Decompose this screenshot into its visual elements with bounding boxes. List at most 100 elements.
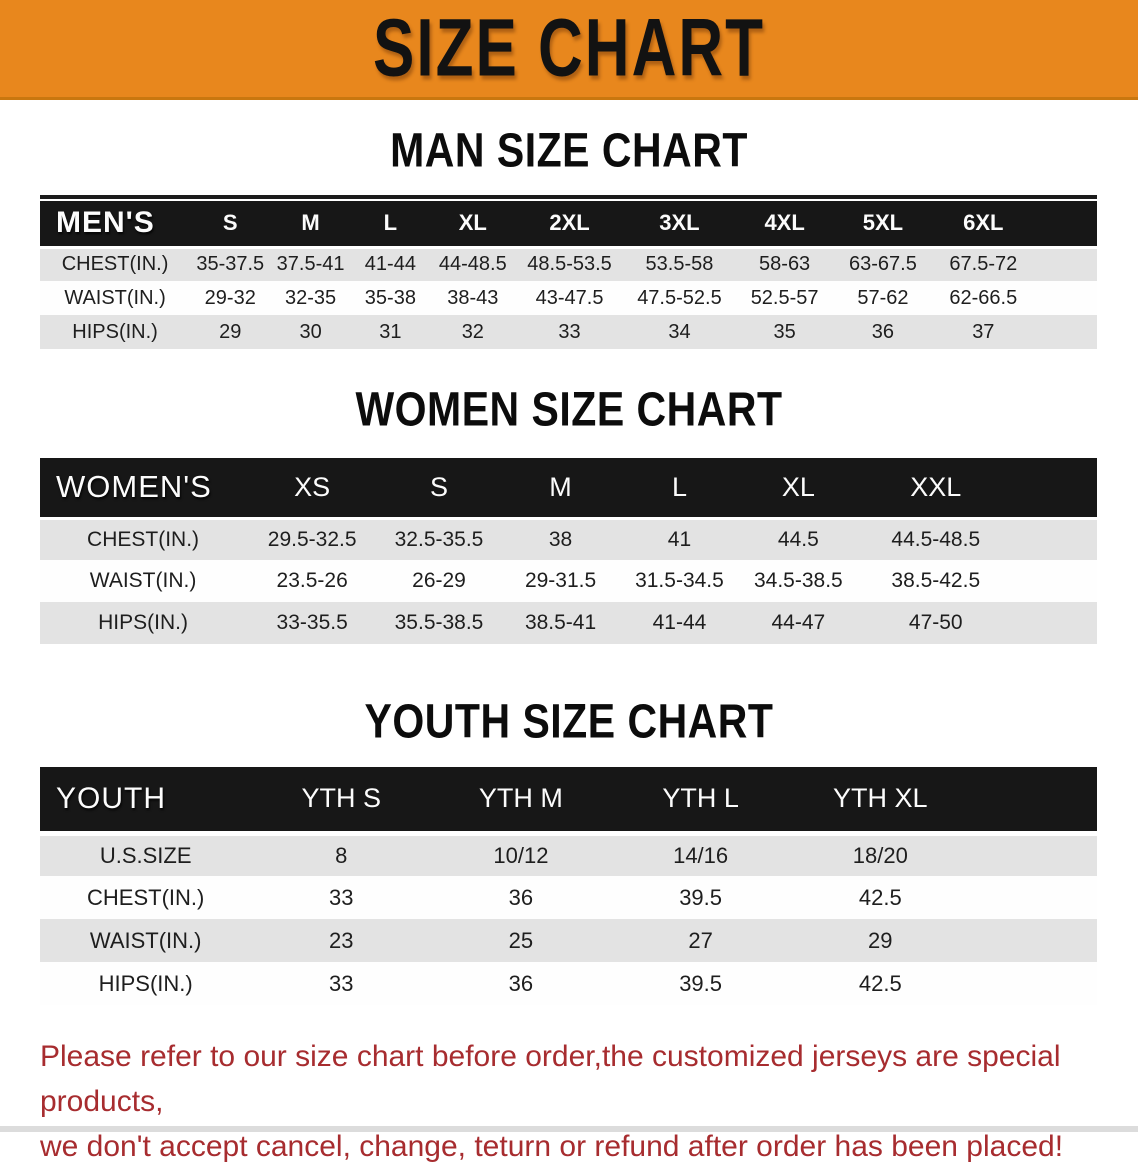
size-value-cell: 44.5-48.5 bbox=[859, 518, 1013, 560]
spacer-cell bbox=[1034, 315, 1097, 349]
size-value-cell: 23.5-26 bbox=[246, 560, 379, 602]
size-value-cell: 41 bbox=[621, 518, 738, 560]
size-value-cell: 31.5-34.5 bbox=[621, 560, 738, 602]
womens-hips-row: HIPS(IN.) 33-35.5 35.5-38.5 38.5-41 41-4… bbox=[40, 602, 1097, 644]
column-header-6xl: 6XL bbox=[932, 201, 1035, 249]
column-header-2xl: 2XL bbox=[515, 201, 624, 249]
size-value-cell: 47-50 bbox=[859, 602, 1013, 644]
row-label: U.S.SIZE bbox=[40, 833, 252, 876]
size-value-cell: 48.5-53.5 bbox=[515, 247, 624, 281]
size-value-cell: 34 bbox=[623, 315, 736, 349]
size-value-cell: 41-44 bbox=[350, 247, 431, 281]
spacer-cell bbox=[1012, 560, 1097, 602]
size-value-cell: 10/12 bbox=[431, 833, 611, 876]
size-value-cell: 53.5-58 bbox=[623, 247, 736, 281]
disclaimer-note: Please refer to our size chart before or… bbox=[40, 1034, 1108, 1169]
column-header-xs: XS bbox=[246, 458, 379, 520]
mens-size-table: MEN'S S M L XL 2XL 3XL 4XL 5XL 6XL CHEST… bbox=[40, 195, 1097, 349]
mens-header-row: MEN'S S M L XL 2XL 3XL 4XL 5XL 6XL bbox=[40, 201, 1097, 249]
column-header-m: M bbox=[270, 201, 351, 249]
size-value-cell: 43-47.5 bbox=[515, 281, 624, 315]
row-label: HIPS(IN.) bbox=[40, 315, 191, 349]
womens-corner-label: WOMEN'S bbox=[40, 458, 247, 520]
spacer-cell bbox=[1034, 201, 1097, 249]
size-value-cell: 39.5 bbox=[610, 962, 791, 1005]
women-section-heading: WOMEN SIZE CHART bbox=[0, 382, 1138, 436]
womens-size-table: WOMEN'S XS S M L XL XXL CHEST(IN.) 29.5-… bbox=[40, 458, 1097, 644]
bottom-edge bbox=[0, 1126, 1138, 1132]
size-value-cell: 31 bbox=[350, 315, 431, 349]
size-value-cell: 26-29 bbox=[378, 560, 500, 602]
size-value-cell: 33 bbox=[251, 962, 432, 1005]
youth-hips-row: HIPS(IN.) 33 36 39.5 42.5 bbox=[40, 962, 1097, 1005]
spacer-cell bbox=[970, 833, 1097, 876]
size-value-cell: 41-44 bbox=[621, 602, 738, 644]
size-value-cell: 37.5-41 bbox=[270, 247, 351, 281]
spacer-cell bbox=[1034, 247, 1097, 281]
size-value-cell: 63-67.5 bbox=[833, 247, 933, 281]
row-label: HIPS(IN.) bbox=[40, 602, 247, 644]
youth-header-row: YOUTH YTH S YTH M YTH L YTH XL bbox=[40, 767, 1097, 836]
row-label: WAIST(IN.) bbox=[40, 281, 191, 315]
womens-chest-row: CHEST(IN.) 29.5-32.5 32.5-35.5 38 41 44.… bbox=[40, 518, 1097, 560]
size-value-cell: 36 bbox=[833, 315, 933, 349]
spacer-cell bbox=[1012, 602, 1097, 644]
size-value-cell: 29-31.5 bbox=[499, 560, 622, 602]
mens-chest-row: CHEST(IN.) 35-37.5 37.5-41 41-44 44-48.5… bbox=[40, 247, 1097, 281]
man-section-heading-text: MAN SIZE CHART bbox=[390, 122, 748, 178]
size-value-cell: 34.5-38.5 bbox=[737, 560, 860, 602]
banner-title: SIZE CHART bbox=[373, 2, 765, 95]
row-label: WAIST(IN.) bbox=[40, 560, 247, 602]
size-value-cell: 30 bbox=[270, 315, 351, 349]
womens-waist-row: WAIST(IN.) 23.5-26 26-29 29-31.5 31.5-34… bbox=[40, 560, 1097, 602]
size-value-cell: 52.5-57 bbox=[735, 281, 834, 315]
size-value-cell: 67.5-72 bbox=[932, 247, 1035, 281]
column-header-yth-l: YTH L bbox=[610, 767, 791, 836]
column-header-5xl: 5XL bbox=[833, 201, 933, 249]
size-value-cell: 29.5-32.5 bbox=[246, 518, 379, 560]
size-value-cell: 39.5 bbox=[610, 876, 791, 919]
spacer-cell bbox=[970, 767, 1097, 836]
size-value-cell: 27 bbox=[610, 919, 791, 962]
spacer-cell bbox=[970, 962, 1097, 1005]
size-value-cell: 14/16 bbox=[610, 833, 791, 876]
column-header-xxl: XXL bbox=[859, 458, 1013, 520]
man-section-heading: MAN SIZE CHART bbox=[0, 123, 1138, 177]
column-header-xl: XL bbox=[737, 458, 860, 520]
size-value-cell: 38.5-41 bbox=[499, 602, 622, 644]
women-section-heading-text: WOMEN SIZE CHART bbox=[355, 381, 783, 437]
size-value-cell: 44.5 bbox=[737, 518, 860, 560]
spacer-cell bbox=[1034, 281, 1097, 315]
size-value-cell: 32 bbox=[430, 315, 516, 349]
spacer-cell bbox=[1012, 458, 1097, 520]
size-value-cell: 62-66.5 bbox=[932, 281, 1035, 315]
row-label: CHEST(IN.) bbox=[40, 518, 247, 560]
size-value-cell: 38 bbox=[499, 518, 622, 560]
mens-corner-label: MEN'S bbox=[40, 201, 191, 249]
row-label: WAIST(IN.) bbox=[40, 919, 252, 962]
size-value-cell: 57-62 bbox=[833, 281, 933, 315]
size-value-cell: 42.5 bbox=[790, 962, 971, 1005]
youth-size-table: YOUTH YTH S YTH M YTH L YTH XL U.S.SIZE … bbox=[40, 767, 1097, 1005]
size-value-cell: 33-35.5 bbox=[246, 602, 379, 644]
size-value-cell: 18/20 bbox=[790, 833, 971, 876]
spacer-cell bbox=[1012, 518, 1097, 560]
size-value-cell: 47.5-52.5 bbox=[623, 281, 736, 315]
size-value-cell: 36 bbox=[431, 962, 611, 1005]
column-header-3xl: 3XL bbox=[623, 201, 736, 249]
mens-hips-row: HIPS(IN.) 29 30 31 32 33 34 35 36 37 bbox=[40, 315, 1097, 349]
youth-chest-row: CHEST(IN.) 33 36 39.5 42.5 bbox=[40, 876, 1097, 919]
youth-waist-row: WAIST(IN.) 23 25 27 29 bbox=[40, 919, 1097, 962]
row-label: CHEST(IN.) bbox=[40, 876, 252, 919]
spacer-cell bbox=[970, 919, 1097, 962]
size-value-cell: 58-63 bbox=[735, 247, 834, 281]
size-value-cell: 29 bbox=[790, 919, 971, 962]
size-value-cell: 33 bbox=[515, 315, 624, 349]
size-value-cell: 38.5-42.5 bbox=[859, 560, 1013, 602]
size-value-cell: 35-37.5 bbox=[190, 247, 271, 281]
youth-ussize-row: U.S.SIZE 8 10/12 14/16 18/20 bbox=[40, 833, 1097, 876]
column-header-yth-xl: YTH XL bbox=[790, 767, 971, 836]
size-value-cell: 37 bbox=[932, 315, 1035, 349]
size-value-cell: 44-47 bbox=[737, 602, 860, 644]
column-header-yth-s: YTH S bbox=[251, 767, 432, 836]
